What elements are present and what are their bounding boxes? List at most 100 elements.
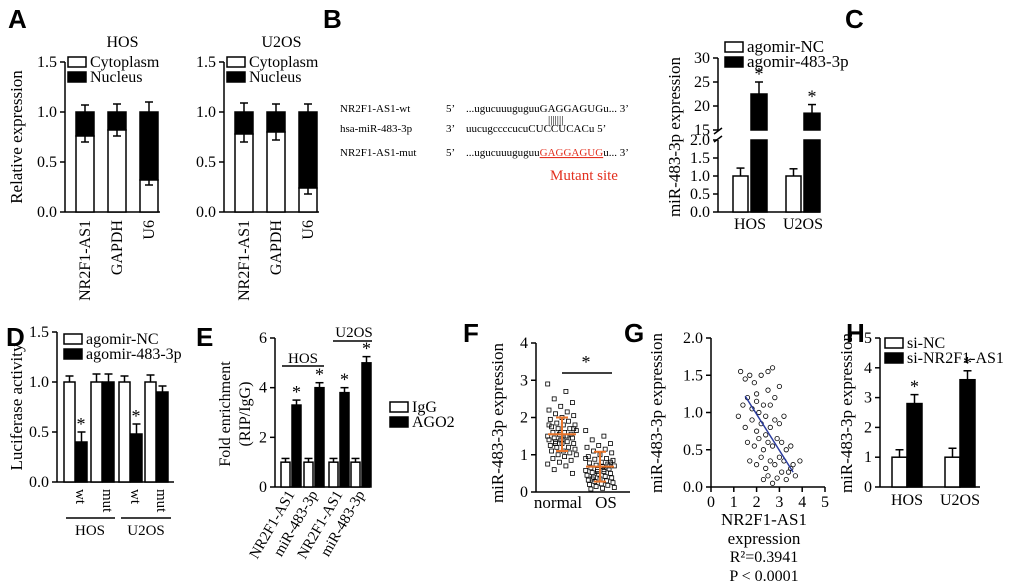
a-legend-swatch	[67, 56, 87, 68]
data-point	[611, 485, 617, 490]
significance-star: *	[755, 64, 764, 84]
bar-igg	[280, 461, 291, 488]
category-label: NR2F1-AS1	[236, 220, 253, 301]
y-axis-label: Fold enrichment	[217, 361, 234, 467]
group-label: U2OS	[127, 523, 165, 539]
data-point	[584, 472, 590, 478]
bar-agomir-483	[102, 381, 115, 483]
data-point	[763, 432, 769, 438]
bar-cytoplasm	[107, 129, 127, 213]
bar-nucleus	[234, 111, 254, 135]
data-point	[776, 454, 783, 460]
data-point	[765, 387, 771, 393]
d-y-tick-label: 0.0	[29, 474, 49, 491]
data-point	[779, 439, 785, 445]
data-point	[749, 417, 755, 423]
sequence-end: 3’	[446, 123, 455, 135]
data-point	[776, 383, 783, 390]
data-point	[772, 462, 778, 468]
data-point	[763, 465, 769, 471]
y-axis-label: Luciferase activity	[7, 343, 26, 470]
data-point	[567, 450, 573, 456]
data-point	[583, 467, 589, 473]
data-point	[602, 473, 608, 479]
f-y-tick-label: 0	[520, 484, 528, 501]
data-point	[557, 459, 562, 465]
significance-star: *	[808, 87, 817, 107]
data-point	[563, 463, 569, 469]
a-legend-label: Cytoplasm	[90, 54, 160, 71]
data-point	[753, 462, 760, 468]
category-label: HOS	[734, 216, 766, 233]
data-point	[753, 391, 760, 397]
data-point	[760, 476, 767, 483]
bar-agomir-483-upper	[803, 112, 821, 131]
category-label: U6	[141, 220, 158, 240]
data-point	[570, 400, 575, 406]
data-point	[585, 477, 591, 483]
e-legend-swatch	[389, 401, 409, 413]
category-label: wt	[127, 489, 143, 505]
bar-cytoplasm	[75, 135, 95, 213]
bar-agomir-483	[75, 441, 88, 483]
sequence-end: 5’	[446, 147, 455, 159]
data-point	[753, 398, 760, 404]
a-y-tick-label: 0.0	[37, 204, 57, 221]
data-point	[774, 435, 780, 442]
h-y-tick-label: 0	[864, 479, 872, 496]
chart-title: HOS	[106, 34, 138, 51]
panel-letter: F	[463, 318, 479, 348]
category-label: OS	[595, 493, 617, 512]
category-label: U6	[300, 220, 317, 240]
panel-letter: H	[846, 318, 865, 348]
data-point	[760, 447, 767, 453]
sequence: ...ugucuuuguguuGAGGAGUGu... 3’	[466, 103, 629, 115]
sequence-label: NR2F1-AS1-mut	[340, 147, 416, 159]
sequence: uucugccccucuCUCCUCACu 5’	[466, 123, 606, 135]
data-point	[554, 420, 560, 426]
data-point	[570, 435, 575, 441]
panel-letter: B	[323, 4, 342, 34]
data-point	[788, 465, 794, 471]
bar-nucleus	[107, 111, 127, 131]
d-y-tick-label: 1.0	[29, 374, 49, 391]
bar-agomir-483-lower	[750, 139, 768, 213]
data-point	[568, 457, 574, 463]
data-point	[779, 469, 785, 475]
bar-igg	[303, 461, 314, 488]
category-label: U2OS	[940, 492, 980, 509]
data-point	[751, 380, 757, 386]
significance-star: *	[910, 377, 919, 397]
d-legend-swatch	[63, 333, 83, 345]
data-point	[769, 443, 776, 449]
pairing-bars: |||||||	[548, 114, 563, 126]
e-y-tick-label: 0	[259, 479, 267, 496]
h-y-tick-label: 1	[864, 449, 872, 466]
data-point	[566, 444, 571, 450]
h-legend-label: si-NC	[907, 335, 945, 352]
bar-agomir-483-upper	[750, 93, 768, 131]
data-point	[767, 458, 773, 464]
data-point	[788, 443, 794, 449]
bar-nucleus	[298, 111, 318, 189]
data-point	[769, 365, 776, 371]
f-y-tick-label: 1	[520, 447, 528, 464]
data-point	[747, 372, 753, 378]
data-point	[758, 454, 764, 460]
panel-letter: D	[6, 322, 25, 352]
data-point	[545, 461, 551, 467]
bar-agomir-nc	[63, 381, 76, 483]
data-point	[783, 447, 789, 453]
data-point	[760, 402, 767, 408]
data-point	[551, 396, 557, 402]
data-point	[564, 409, 570, 415]
significance-star: *	[315, 365, 324, 385]
a-legend-swatch	[67, 71, 87, 83]
g-x-tick-label: 3	[775, 494, 783, 511]
h-legend-swatch	[884, 337, 904, 349]
data-point	[545, 381, 551, 387]
c-tick-label: 0.0	[690, 204, 710, 221]
data-point	[546, 407, 552, 413]
data-point	[571, 441, 577, 446]
data-point	[571, 413, 577, 419]
